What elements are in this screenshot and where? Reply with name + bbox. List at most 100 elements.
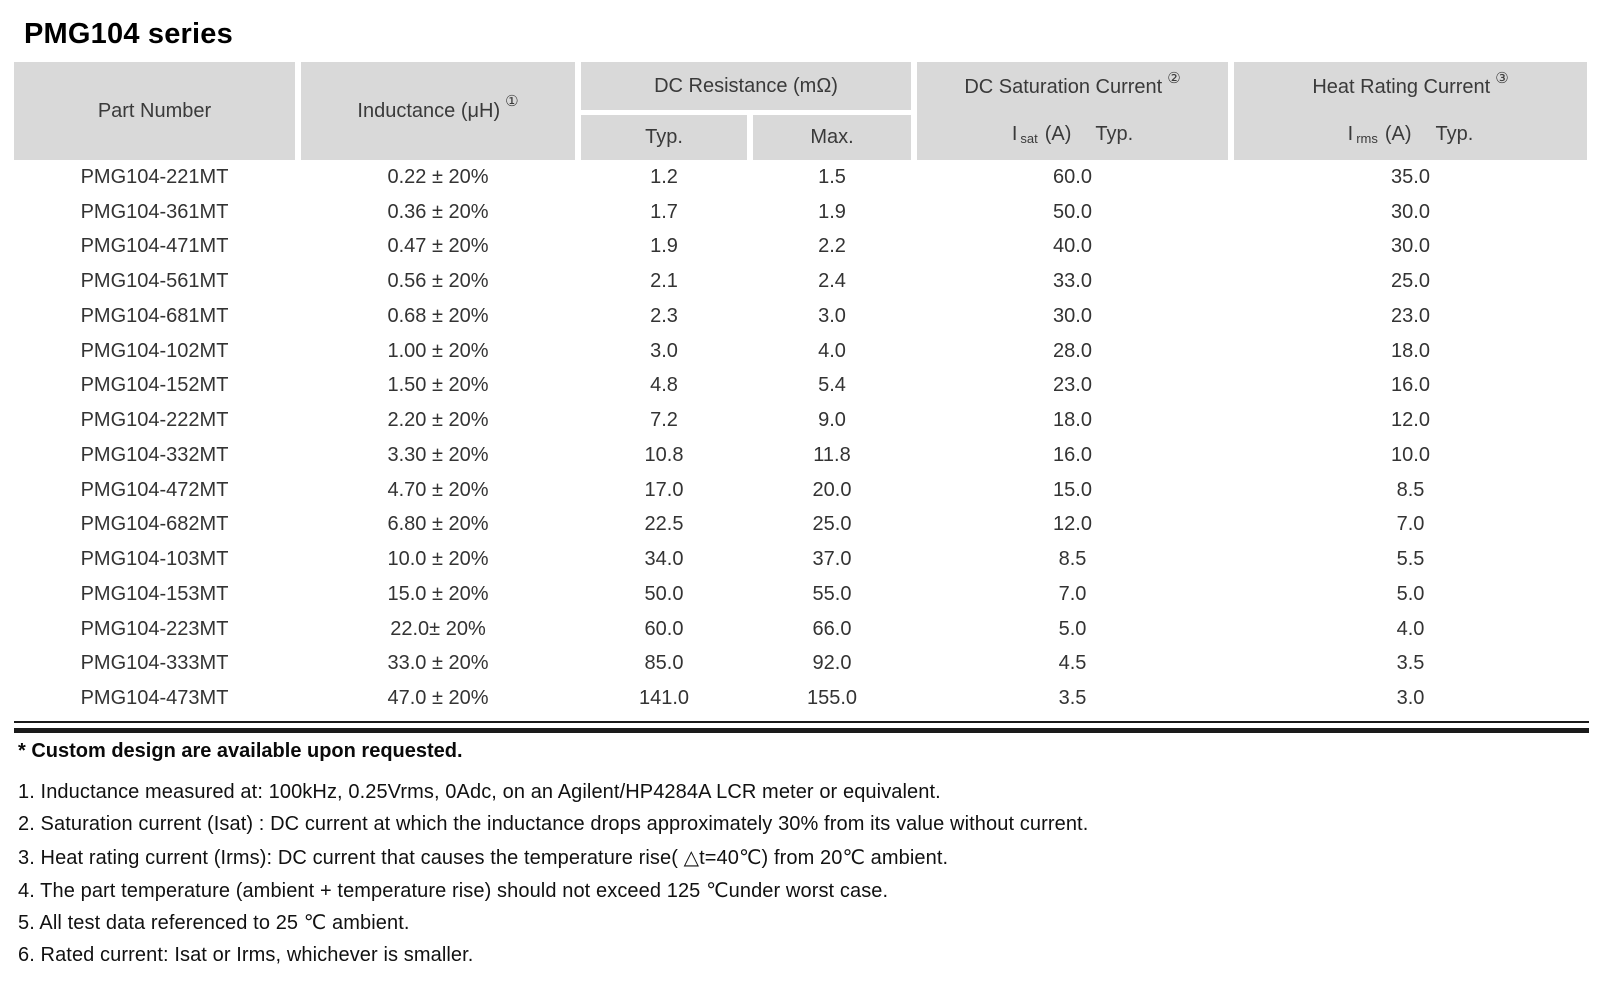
footnotes: 1. Inductance measured at: 100kHz, 0.25V…: [18, 776, 1088, 972]
header-dc-saturation-title: DC Saturation Current ②: [917, 64, 1228, 111]
cell-irms: 23.0: [1391, 304, 1430, 327]
irms-symbol: I: [1347, 123, 1354, 145]
footnote-ref-2-icon: ②: [1167, 69, 1181, 87]
header-part-number: Part Number: [14, 62, 295, 160]
cell-dcr-typ: 22.5: [644, 513, 684, 536]
cell-dcr-typ: 85.0: [644, 652, 684, 675]
cell-part-number: PMG104-333MT: [80, 652, 229, 675]
cell-dcr-typ: 1.9: [650, 235, 678, 258]
cell-dcr-typ: 50.0: [644, 582, 684, 605]
cell-dcr-max: 3.0: [818, 304, 846, 327]
cell-dcr-max: 66.0: [812, 617, 852, 640]
cell-inductance: 3.30 ± 20%: [387, 443, 489, 466]
cell-part-number: PMG104-223MT: [80, 617, 229, 640]
cell-inductance: 22.0± 20%: [390, 617, 486, 640]
table-row: PMG104-223MT 22.0± 20% 60.0 66.0 5.0 4.0: [14, 612, 1587, 647]
cell-inductance: 10.0 ± 20%: [387, 548, 489, 571]
footnote-ref-3-icon: ③: [1495, 69, 1509, 87]
cell-part-number: PMG104-332MT: [80, 443, 229, 466]
cell-dcr-typ: 141.0: [638, 687, 690, 710]
cell-dcr-typ: 2.1: [650, 270, 678, 293]
spec-table: Part Number Inductance (μH) ① DC Resistan…: [14, 62, 1589, 733]
cell-irms: 8.5: [1396, 478, 1425, 501]
cell-dcr-typ: 3.0: [650, 339, 678, 362]
isat-typ: Typ.: [1095, 123, 1134, 145]
cell-inductance: 6.80 ± 20%: [387, 513, 489, 536]
table-row: PMG104-681MT 0.68 ± 20% 2.3 3.0 30.0 23.…: [14, 299, 1587, 334]
header-dcr-typ: Typ.: [581, 115, 747, 160]
cell-dcr-typ: 1.2: [650, 165, 678, 188]
cell-part-number: PMG104-153MT: [80, 582, 229, 605]
cell-part-number: PMG104-221MT: [80, 165, 229, 188]
cell-irms: 10.0: [1391, 443, 1430, 466]
cell-isat: 7.0: [1058, 582, 1087, 605]
cell-dcr-typ: 4.8: [650, 374, 678, 397]
cell-inductance: 0.22 ± 20%: [387, 165, 489, 188]
table-row: PMG104-103MT 10.0 ± 20% 34.0 37.0 8.5 5.…: [14, 542, 1587, 577]
cell-isat: 40.0: [1053, 235, 1092, 258]
cell-dcr-max: 55.0: [812, 582, 852, 605]
cell-inductance: 0.56 ± 20%: [387, 270, 489, 293]
cell-isat: 12.0: [1053, 513, 1092, 536]
cell-dcr-typ: 60.0: [644, 617, 684, 640]
cell-part-number: PMG104-561MT: [80, 270, 229, 293]
irms-unit: (A): [1384, 123, 1412, 145]
cell-isat: 8.5: [1058, 548, 1087, 571]
header-inductance: Inductance (μH) ①: [301, 62, 575, 160]
cell-irms: 3.0: [1396, 687, 1425, 710]
isat-symbol: I: [1011, 123, 1018, 145]
table-row: PMG104-222MT 2.20 ± 20% 7.2 9.0 18.0 12.…: [14, 403, 1587, 438]
cell-isat: 30.0: [1053, 304, 1092, 327]
cell-part-number: PMG104-471MT: [80, 235, 229, 258]
cell-irms: 35.0: [1391, 165, 1430, 188]
cell-irms: 3.5: [1396, 652, 1425, 675]
cell-inductance: 1.50 ± 20%: [387, 374, 489, 397]
cell-isat: 4.5: [1058, 652, 1087, 675]
cell-part-number: PMG104-222MT: [80, 409, 229, 432]
cell-inductance: 2.20 ± 20%: [387, 409, 489, 432]
cell-dcr-max: 2.2: [818, 235, 846, 258]
cell-irms: 30.0: [1391, 235, 1430, 258]
cell-dcr-max: 20.0: [812, 478, 852, 501]
cell-part-number: PMG104-361MT: [80, 200, 229, 223]
table-row: PMG104-221MT 0.22 ± 20% 1.2 1.5 60.0 35.…: [14, 160, 1587, 195]
cell-irms: 4.0: [1396, 617, 1425, 640]
cell-irms: 12.0: [1391, 409, 1430, 432]
footnote-line: 6. Rated current: Isat or Irms, whicheve…: [18, 943, 474, 966]
cell-isat: 3.5: [1058, 687, 1087, 710]
cell-part-number: PMG104-472MT: [80, 478, 229, 501]
header-dc-saturation-label: DC Saturation Current: [964, 76, 1163, 98]
table-row: PMG104-332MT 3.30 ± 20% 10.8 11.8 16.0 1…: [14, 438, 1587, 473]
footnote-line: 5. All test data referenced to 25 ℃ ambi…: [18, 912, 410, 935]
cell-isat: 18.0: [1053, 409, 1092, 432]
cell-irms: 25.0: [1391, 270, 1430, 293]
cell-dcr-max: 25.0: [812, 513, 852, 536]
cell-dcr-max: 11.8: [813, 443, 851, 466]
cell-part-number: PMG104-473MT: [80, 687, 229, 710]
footnote-line: 2. Saturation current (Isat) : DC curren…: [18, 813, 1089, 836]
cell-inductance: 0.68 ± 20%: [387, 304, 489, 327]
cell-dcr-typ: 10.8: [644, 443, 684, 466]
cell-irms: 18.0: [1391, 339, 1430, 362]
table-header: Part Number Inductance (μH) ① DC Resistan…: [14, 62, 1587, 160]
cell-inductance: 15.0 ± 20%: [387, 582, 489, 605]
header-dcr-max: Max.: [753, 115, 911, 160]
cell-irms: 7.0: [1396, 513, 1425, 536]
footnote-line: 3. Heat rating current (Irms): DC curren…: [18, 846, 949, 869]
cell-irms: 30.0: [1391, 200, 1430, 223]
cell-inductance: 4.70 ± 20%: [387, 478, 489, 501]
cell-irms: 5.0: [1396, 582, 1425, 605]
cell-isat: 16.0: [1053, 443, 1092, 466]
cell-part-number: PMG104-102MT: [80, 339, 229, 362]
cell-dcr-max: 1.9: [818, 200, 846, 223]
cell-inductance: 0.36 ± 20%: [387, 200, 489, 223]
footnote-line: 4. The part temperature (ambient + tempe…: [18, 879, 889, 902]
table-row: PMG104-361MT 0.36 ± 20% 1.7 1.9 50.0 30.…: [14, 195, 1587, 230]
cell-dcr-typ: 1.7: [650, 200, 678, 223]
table-row: PMG104-102MT 1.00 ± 20% 3.0 4.0 28.0 18.…: [14, 334, 1587, 369]
cell-dcr-max: 155.0: [806, 687, 858, 710]
